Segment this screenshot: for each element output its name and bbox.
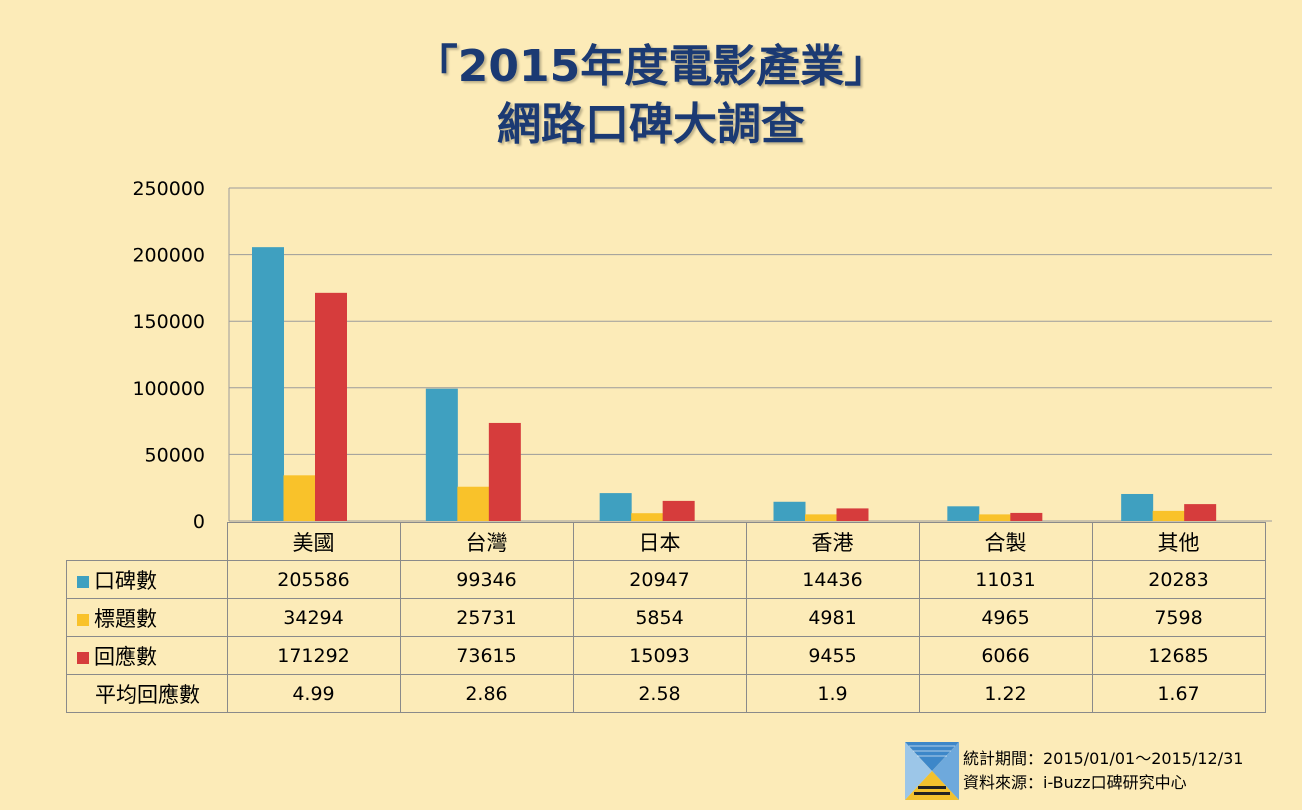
bar	[662, 500, 695, 521]
bar	[1152, 510, 1185, 521]
series-label: 回應數	[66, 636, 228, 675]
bar	[1121, 493, 1154, 521]
chart-title: 「2015年度電影產業」 網路口碑大調查	[0, 38, 1302, 154]
y-tick-label: 100000	[132, 378, 205, 400]
bar	[773, 501, 806, 521]
chart-title-line2: 網路口碑大調查	[497, 99, 805, 150]
table-cell: 2.86	[399, 674, 574, 713]
bar	[252, 247, 284, 521]
category-row: 美國 台灣 日本 香港 合製 其他	[66, 522, 1266, 561]
table-cell: 25731	[399, 598, 574, 637]
table-cell: 12685	[1091, 636, 1266, 675]
category-label: 美國	[226, 522, 401, 561]
series-label: 標題數	[66, 598, 228, 637]
table-cell: 1.22	[918, 674, 1093, 713]
category-label: 其他	[1091, 522, 1266, 561]
footer-source: 資料來源：i-Buzz口碑研究中心	[963, 773, 1187, 792]
table-cell: 7598	[1091, 598, 1266, 637]
table-cell: 99346	[399, 560, 574, 599]
bar	[631, 513, 664, 521]
bar	[1010, 512, 1043, 521]
chart-title-line1: 「2015年度電影產業」	[413, 41, 889, 92]
table-cell: 15093	[572, 636, 747, 675]
bar	[283, 475, 316, 521]
data-table: 美國 台灣 日本 香港 合製 其他 口碑數 205586 99346 20947 14436 110…	[66, 522, 1266, 713]
y-tick-label: 250000	[132, 178, 205, 200]
legend-swatch	[77, 613, 89, 626]
table-cell: 20947	[572, 560, 747, 599]
table-cell: 4981	[745, 598, 920, 637]
category-label: 合製	[918, 522, 1093, 561]
table-cell: 11031	[918, 560, 1093, 599]
bar	[457, 486, 490, 521]
bar	[836, 508, 869, 521]
table-cell: 14436	[745, 560, 920, 599]
bar	[488, 422, 521, 521]
bar	[947, 506, 980, 521]
table-cell: 171292	[226, 636, 401, 675]
table-row: 標題數 34294 25731 5854 4981 4965 7598	[66, 598, 1266, 637]
series-label: 平均回應數	[66, 674, 228, 713]
bar	[425, 388, 458, 521]
category-label: 日本	[572, 522, 747, 561]
table-cell: 1.9	[745, 674, 920, 713]
i-buzz-logo-icon	[905, 742, 959, 800]
table-cell: 20283	[1091, 560, 1266, 599]
category-label: 台灣	[399, 522, 574, 561]
bar	[805, 514, 837, 521]
footer-period: 統計期間：2015/01/01～2015/12/31	[963, 749, 1244, 768]
table-cell: 2.58	[572, 674, 747, 713]
table-row: 平均回應數 4.99 2.86 2.58 1.9 1.22 1.67	[66, 674, 1266, 713]
y-tick-label: 200000	[132, 245, 205, 267]
bar	[599, 493, 632, 521]
legend-swatch	[77, 575, 89, 588]
table-cell: 5854	[572, 598, 747, 637]
table-cell: 9455	[745, 636, 920, 675]
footer: 統計期間：2015/01/01～2015/12/31 資料來源：i-Buzz口碑…	[905, 742, 1243, 800]
bar	[1184, 504, 1217, 521]
table-cell: 6066	[918, 636, 1093, 675]
table-cell: 4965	[918, 598, 1093, 637]
bar	[315, 292, 347, 521]
legend-swatch	[77, 651, 89, 664]
table-cell: 34294	[226, 598, 401, 637]
y-tick-label: 50000	[145, 444, 205, 466]
table-row: 回應數 171292 73615 15093 9455 6066 12685	[66, 636, 1266, 675]
bar	[978, 514, 1011, 521]
table-cell: 1.67	[1091, 674, 1266, 713]
table-corner	[66, 522, 228, 561]
y-tick-label: 150000	[132, 311, 205, 333]
table-row: 口碑數 205586 99346 20947 14436 11031 20283	[66, 560, 1266, 599]
table-cell: 73615	[399, 636, 574, 675]
series-label: 口碑數	[66, 560, 228, 599]
category-label: 香港	[745, 522, 920, 561]
table-cell: 4.99	[226, 674, 401, 713]
table-cell: 205586	[226, 560, 401, 599]
